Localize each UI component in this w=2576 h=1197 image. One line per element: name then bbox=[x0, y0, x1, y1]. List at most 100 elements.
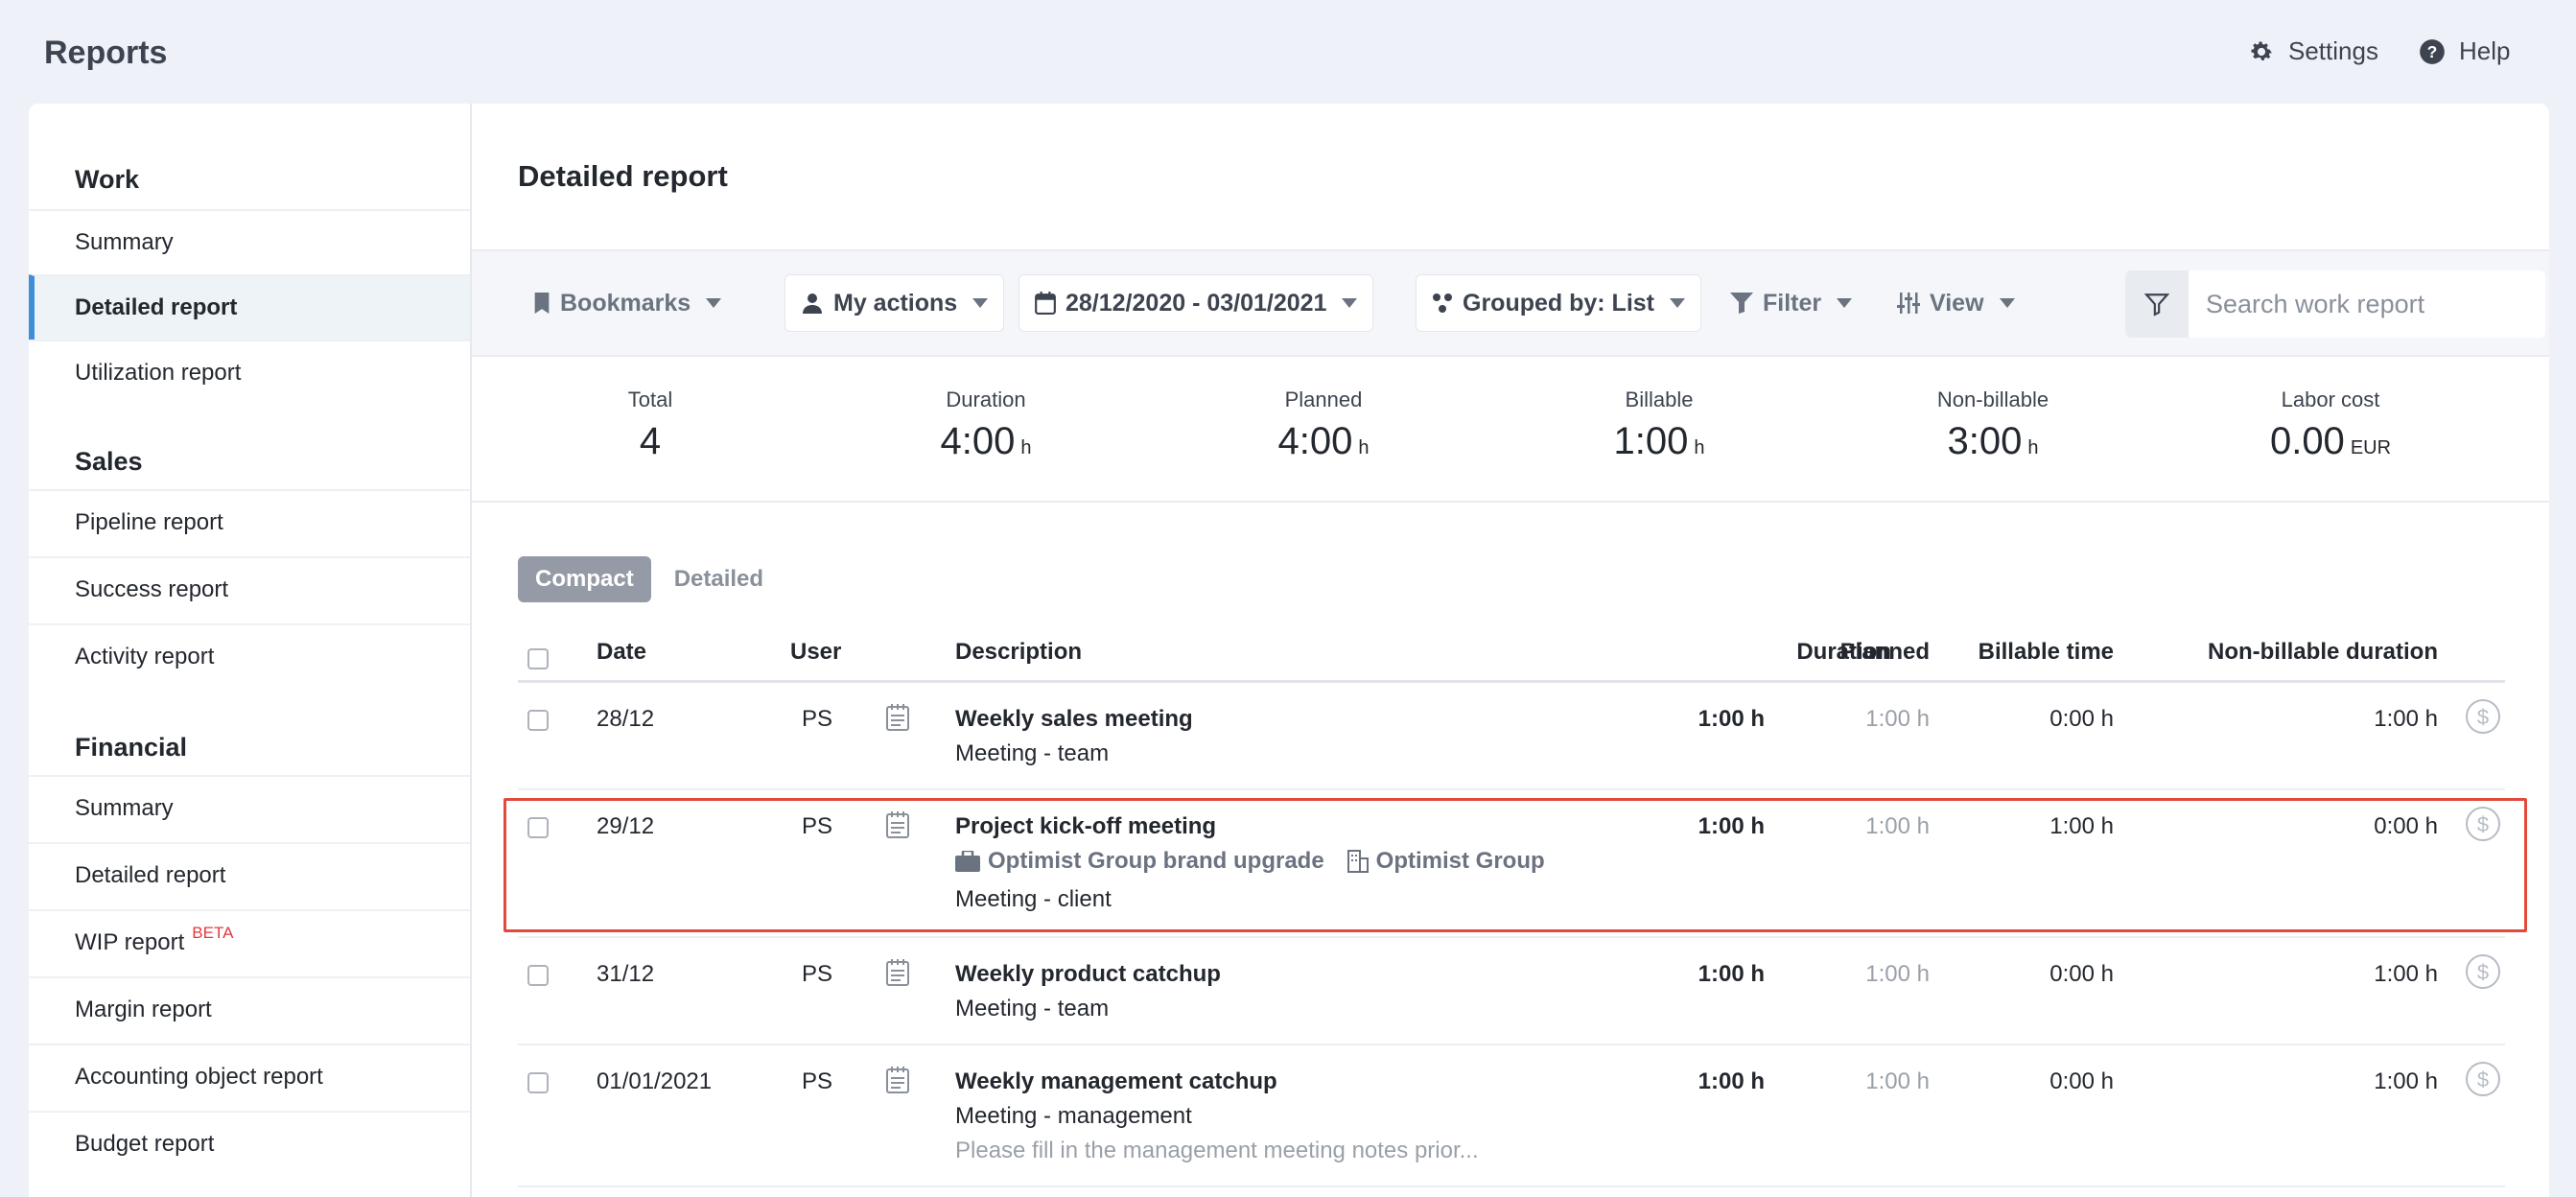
stat-value: 4:00 h bbox=[842, 420, 1130, 463]
row-title[interactable]: Project kick-off meeting bbox=[955, 813, 1217, 839]
stat-number: 4:00 bbox=[1277, 420, 1353, 462]
help-button[interactable]: ? Help bbox=[2419, 36, 2510, 66]
my-actions-label: My actions bbox=[833, 289, 958, 317]
row-planned: 1:00 h bbox=[1865, 961, 1930, 987]
table-row[interactable]: 28/12 PS Weekly sales meeting Meeting - … bbox=[518, 683, 2505, 790]
row-type: Meeting - team bbox=[955, 740, 1110, 766]
funnel-icon bbox=[1730, 293, 1753, 314]
notepad-icon[interactable] bbox=[886, 959, 909, 986]
sidebar-item-margin-report[interactable]: Margin report bbox=[29, 976, 470, 1042]
stat-non-billable: Non-billable 3:00 h bbox=[1849, 387, 2137, 463]
header-description: Description bbox=[955, 639, 1083, 665]
compact-toggle[interactable]: Compact bbox=[518, 556, 651, 602]
row-date: 29/12 bbox=[597, 813, 655, 839]
table-row[interactable]: 29/12 PS Project kick-off meeting Optimi… bbox=[518, 790, 2505, 938]
dollar-icon[interactable]: $ bbox=[2465, 806, 2501, 842]
chevron-down-icon bbox=[1999, 298, 2015, 308]
bookmarks-dropdown[interactable]: Bookmarks bbox=[518, 274, 737, 332]
notepad-icon[interactable] bbox=[886, 811, 909, 838]
row-checkbox[interactable] bbox=[527, 965, 549, 986]
calendar-icon bbox=[1035, 292, 1056, 315]
sidebar-item-accounting-object-report[interactable]: Accounting object report bbox=[29, 1044, 470, 1109]
sidebar-item-activity-report[interactable]: Activity report bbox=[29, 623, 470, 689]
sidebar-item-pipeline-report[interactable]: Pipeline report bbox=[29, 489, 470, 554]
row-billable: 1:00 h bbox=[2049, 813, 2114, 839]
project-tag[interactable]: Optimist Group brand upgrade bbox=[955, 848, 1324, 875]
row-billable: 0:00 h bbox=[2049, 1068, 2114, 1094]
date-range-dropdown[interactable]: 28/12/2020 - 03/01/2021 bbox=[1019, 274, 1374, 332]
stat-label: Labor cost bbox=[2281, 387, 2380, 411]
briefcase-icon bbox=[955, 851, 980, 872]
svg-text:$: $ bbox=[2477, 812, 2489, 836]
dollar-icon[interactable]: $ bbox=[2465, 1061, 2501, 1097]
sidebar-item-work-summary[interactable]: Summary bbox=[29, 209, 470, 274]
row-user: PS bbox=[802, 813, 833, 839]
dollar-icon[interactable]: $ bbox=[2465, 698, 2501, 735]
filter-dropdown[interactable]: Filter bbox=[1715, 274, 1867, 332]
chevron-down-icon bbox=[1670, 298, 1685, 308]
stat-billable: Billable 1:00 h bbox=[1515, 387, 1803, 463]
sidebar-item-financial-detailed-report[interactable]: Detailed report bbox=[29, 842, 470, 907]
row-title[interactable]: Weekly management catchup bbox=[955, 1068, 1277, 1094]
search-input[interactable] bbox=[2189, 270, 2545, 338]
select-all-checkbox[interactable] bbox=[527, 648, 549, 669]
svg-text:$: $ bbox=[2477, 960, 2489, 984]
sidebar-item-wip-report[interactable]: WIP report BETA bbox=[29, 909, 470, 974]
search-filter-button[interactable] bbox=[2125, 270, 2189, 338]
sidebar: Work Summary Detailed report Utilization… bbox=[29, 104, 472, 1197]
row-checkbox[interactable] bbox=[527, 1072, 549, 1093]
sidebar-section-work: Work bbox=[75, 165, 140, 194]
stat-number: 4:00 bbox=[940, 420, 1016, 462]
row-billable: 0:00 h bbox=[2049, 961, 2114, 987]
stat-value: 4 bbox=[506, 420, 794, 463]
stat-number: 4 bbox=[639, 420, 662, 462]
my-actions-dropdown[interactable]: My actions bbox=[785, 274, 1005, 332]
sidebar-item-financial-summary[interactable]: Summary bbox=[29, 775, 470, 840]
header-duration: Duration bbox=[1796, 639, 1891, 665]
row-planned: 1:00 h bbox=[1865, 1068, 1930, 1094]
summary-stats: Total 4 Duration 4:00 h Planned 4:00 h Bil… bbox=[472, 359, 2549, 503]
header-user: User bbox=[790, 639, 842, 665]
sidebar-item-budget-report[interactable]: Budget report bbox=[29, 1111, 470, 1176]
chevron-down-icon bbox=[1342, 298, 1358, 308]
detailed-toggle[interactable]: Detailed bbox=[673, 566, 764, 592]
beta-badge: BETA bbox=[192, 924, 234, 942]
table-row[interactable]: 31/12 PS Weekly product catchup Meeting … bbox=[518, 938, 2505, 1045]
stat-value: 0.00 EUR bbox=[2187, 420, 2474, 463]
row-user: PS bbox=[802, 706, 833, 732]
notepad-icon[interactable] bbox=[886, 704, 909, 731]
search-box bbox=[2125, 270, 2545, 338]
stat-unit: EUR bbox=[2350, 437, 2392, 458]
row-title[interactable]: Weekly sales meeting bbox=[955, 706, 1193, 732]
row-duration: 1:00 h bbox=[1698, 813, 1765, 839]
sidebar-item-utilization-report[interactable]: Utilization report bbox=[29, 340, 470, 405]
row-checkbox[interactable] bbox=[527, 817, 549, 838]
table-row[interactable]: 01/01/2021 PS Weekly management catchup … bbox=[518, 1045, 2505, 1187]
help-label: Help bbox=[2459, 36, 2511, 65]
notepad-icon[interactable] bbox=[886, 1067, 909, 1093]
sidebar-item-detailed-report[interactable]: Detailed report bbox=[29, 274, 470, 340]
stat-label: Planned bbox=[1284, 387, 1363, 411]
row-non-billable: 1:00 h bbox=[2374, 1068, 2438, 1094]
app-title: Reports bbox=[44, 35, 168, 71]
company-tag[interactable]: Optimist Group bbox=[1347, 848, 1545, 875]
stat-number: 0.00 bbox=[2269, 420, 2345, 462]
settings-button[interactable]: Settings bbox=[2248, 36, 2378, 66]
row-type: Meeting - client bbox=[955, 886, 1112, 912]
stat-number: 3:00 bbox=[1947, 420, 2023, 462]
table-header: Date User Description Duration Planned B… bbox=[518, 622, 2505, 683]
row-checkbox[interactable] bbox=[527, 710, 549, 731]
stat-label: Non-billable bbox=[1936, 387, 2049, 411]
stat-number: 1:00 bbox=[1613, 420, 1689, 462]
view-dropdown[interactable]: View bbox=[1882, 274, 2030, 332]
stat-unit: h bbox=[1358, 437, 1370, 458]
sliders-icon bbox=[1897, 293, 1920, 314]
sidebar-item-success-report[interactable]: Success report bbox=[29, 556, 470, 622]
dollar-icon[interactable]: $ bbox=[2465, 953, 2501, 990]
user-icon bbox=[803, 293, 822, 314]
row-title[interactable]: Weekly product catchup bbox=[955, 961, 1221, 987]
wip-report-label: WIP report bbox=[75, 929, 185, 955]
gear-icon bbox=[2251, 41, 2272, 60]
row-note: Please fill in the management meeting no… bbox=[955, 1138, 1479, 1163]
grouped-by-dropdown[interactable]: Grouped by: List bbox=[1416, 274, 1701, 332]
